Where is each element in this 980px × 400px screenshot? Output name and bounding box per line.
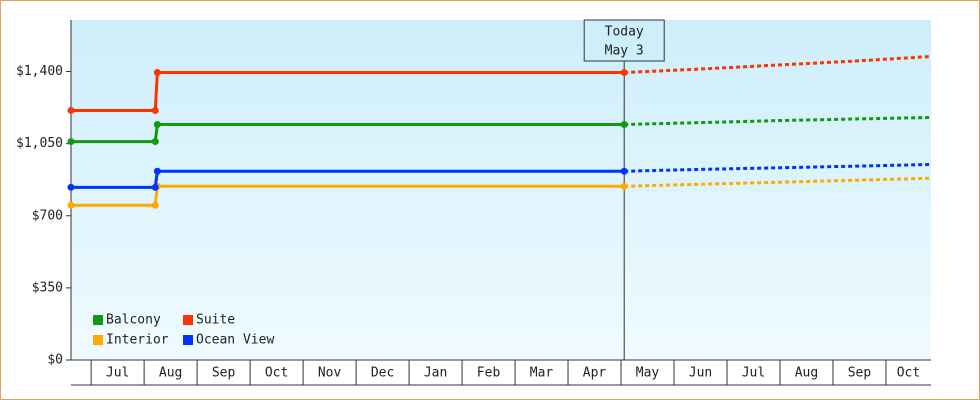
forecast-line [624,176,932,188]
legend-swatch [183,315,193,325]
point [620,182,628,190]
legend-label: Ocean View [196,333,274,348]
point [153,69,161,77]
point [620,167,628,175]
point [67,201,75,209]
legend-label: Balcony [106,313,161,328]
point [153,120,161,128]
today-label: May 3 [605,44,644,59]
x-tick-label: Mar [530,366,554,381]
x-tick-label: Sep [848,366,872,381]
x-tick-label: Aug [159,366,182,381]
point [67,106,75,114]
x-tick-label: Aug [795,366,818,381]
today-box [583,19,665,62]
x-tick-label: Feb [477,366,501,381]
x-tick-label: May [636,366,660,381]
point [153,167,161,175]
legend-swatch [183,335,193,345]
y-tick-label: $0 [47,353,63,368]
forecast-line [624,162,932,173]
forecast-line [624,115,932,126]
x-tick-label: Jul [106,366,129,381]
point [151,201,159,209]
x-tick-label: Jul [742,366,765,381]
point [151,183,159,191]
legend-label: Suite [196,313,235,328]
forecast-line [624,54,932,75]
legend-swatch [93,315,103,325]
series-line [71,184,625,207]
x-tick-label: Dec [371,366,394,381]
x-tick-label: Jun [689,366,712,381]
legend-swatch [93,335,103,345]
series-line [71,169,625,189]
point [151,106,159,114]
point [67,183,75,191]
series-line [71,71,625,112]
x-tick-label: Apr [583,366,607,381]
legend-label: Interior [106,333,169,348]
x-tick-label: Oct [265,366,288,381]
point [620,120,628,128]
x-tick-label: Jan [424,366,447,381]
point [67,138,75,146]
y-tick-label: $1,050 [16,136,63,151]
point [151,138,159,146]
y-tick-label: $700 [32,208,63,223]
today-label: Today [605,25,644,40]
y-tick-label: $1,400 [16,64,63,79]
plot-area [71,20,931,360]
x-tick-label: Oct [897,366,920,381]
x-tick-label: Nov [318,366,342,381]
y-tick-label: $350 [32,280,63,295]
point [620,69,628,77]
x-tick-label: Sep [212,366,236,381]
series-line [71,122,625,144]
